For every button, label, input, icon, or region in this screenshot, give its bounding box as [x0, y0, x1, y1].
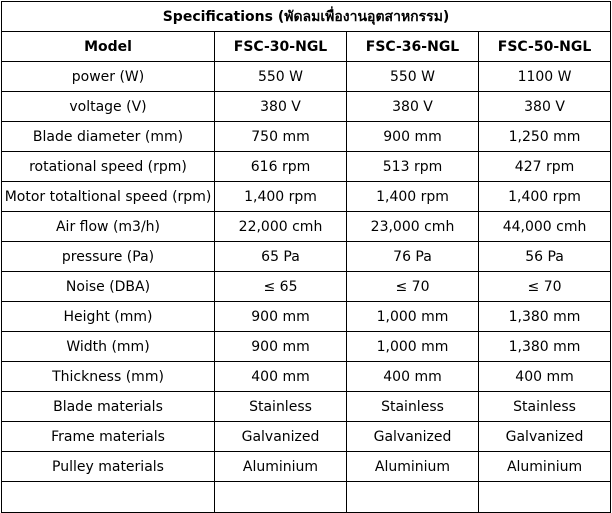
cell-model-1: 750 mm: [214, 121, 347, 152]
cell-model-3: 44,000 cmh: [477, 211, 612, 242]
cell-model-1: Galvanized: [214, 421, 347, 452]
empty-row: [1, 481, 612, 513]
cell-model-2: 76 Pa: [346, 241, 479, 272]
table-row: power (W) 550 W 550 W 1100 W: [1, 61, 612, 92]
cell-model-1: 550 W: [214, 61, 347, 92]
table-row: Height (mm) 900 mm 1,000 mm 1,380 mm: [1, 301, 612, 332]
cell-model-2: Aluminium: [346, 451, 479, 482]
row-label: Noise (DBA): [1, 271, 215, 302]
row-label: Frame materials: [1, 421, 215, 452]
cell-model-3: 427 rpm: [477, 151, 612, 182]
row-label: Width (mm): [1, 331, 215, 362]
table-row: Air flow (m3/h) 22,000 cmh 23,000 cmh 44,00…: [1, 211, 612, 242]
cell-model-2: 380 V: [346, 91, 479, 122]
table-row: Blade materials Stainless Stainless Stainle…: [1, 391, 612, 422]
cell-model-3: Galvanized: [477, 421, 612, 452]
title-row: Specifications (พัดลมเพื่องานอุตสาหกรรม): [0, 1, 612, 32]
row-label: Air flow (m3/h): [1, 211, 215, 242]
row-label: Motor totaltional speed (rpm): [1, 181, 215, 212]
header-model-2: FSC-36-NGL: [346, 31, 479, 62]
row-label: Pulley materials: [1, 451, 215, 482]
cell-model-3: 1,380 mm: [477, 301, 612, 332]
cell-model-2: 1,000 mm: [346, 301, 479, 332]
cell-model-3: Aluminium: [477, 451, 612, 482]
cell-model-1: 380 V: [214, 91, 347, 122]
header-model-3: FSC-50-NGL: [477, 31, 612, 62]
cell-model-2: 1,400 rpm: [346, 181, 479, 212]
table-row: Thickness (mm) 400 mm 400 mm 400 mm: [1, 361, 612, 392]
table-row: Motor totaltional speed (rpm) 1,400 rpm 1,…: [1, 181, 612, 212]
cell-model-1: 22,000 cmh: [214, 211, 347, 242]
empty-cell: [1, 481, 215, 513]
cell-model-3: 1,400 rpm: [477, 181, 612, 212]
cell-model-2: Galvanized: [346, 421, 479, 452]
header-row: Model FSC-30-NGL FSC-36-NGL FSC-50-NGL: [1, 31, 612, 62]
row-label: power (W): [1, 61, 215, 92]
cell-model-1: 400 mm: [214, 361, 347, 392]
table-row: Blade diameter (mm) 750 mm 900 mm 1,250 mm: [1, 121, 612, 152]
cell-model-3: 400 mm: [477, 361, 612, 392]
cell-model-2: 1,000 mm: [346, 331, 479, 362]
cell-model-2: 550 W: [346, 61, 479, 92]
cell-model-1: 900 mm: [214, 331, 347, 362]
cell-model-2: 400 mm: [346, 361, 479, 392]
table-title: Specifications (พัดลมเพื่องานอุตสาหกรรม): [0, 1, 612, 32]
row-label: pressure (Pa): [1, 241, 215, 272]
cell-model-3: 380 V: [477, 91, 612, 122]
cell-model-2: 900 mm: [346, 121, 479, 152]
table-row: Noise (DBA) ≤ 65 ≤ 70 ≤ 70: [1, 271, 612, 302]
cell-model-1: 1,400 rpm: [214, 181, 347, 212]
empty-cell: [214, 481, 347, 513]
cell-model-3: Stainless: [477, 391, 612, 422]
cell-model-3: 1100 W: [477, 61, 612, 92]
cell-model-1: 65 Pa: [214, 241, 347, 272]
cell-model-3: 56 Pa: [477, 241, 612, 272]
table-row: voltage (V) 380 V 380 V 380 V: [1, 91, 612, 122]
cell-model-3: 1,250 mm: [477, 121, 612, 152]
cell-model-2: ≤ 70: [346, 271, 479, 302]
cell-model-1: Stainless: [214, 391, 347, 422]
cell-model-3: 1,380 mm: [477, 331, 612, 362]
header-model-1: FSC-30-NGL: [214, 31, 347, 62]
table-row: rotational speed (rpm) 616 rpm 513 rpm 427 …: [1, 151, 612, 182]
table-row: Frame materials Galvanized Galvanized Galva…: [1, 421, 612, 452]
table-row: pressure (Pa) 65 Pa 76 Pa 56 Pa: [1, 241, 612, 272]
cell-model-1: 900 mm: [214, 301, 347, 332]
row-label: Height (mm): [1, 301, 215, 332]
row-label: Thickness (mm): [1, 361, 215, 392]
cell-model-2: Stainless: [346, 391, 479, 422]
row-label: voltage (V): [1, 91, 215, 122]
cell-model-1: Aluminium: [214, 451, 347, 482]
cell-model-1: 616 rpm: [214, 151, 347, 182]
row-label: Blade materials: [1, 391, 215, 422]
cell-model-3: ≤ 70: [477, 271, 612, 302]
table-row: Width (mm) 900 mm 1,000 mm 1,380 mm: [1, 331, 612, 362]
cell-model-1: ≤ 65: [214, 271, 347, 302]
cell-model-2: 513 rpm: [346, 151, 479, 182]
header-model-label: Model: [1, 31, 215, 62]
table-row: Pulley materials Aluminium Aluminium Alumin…: [1, 451, 612, 482]
row-label: Blade diameter (mm): [1, 121, 215, 152]
cell-model-2: 23,000 cmh: [346, 211, 479, 242]
empty-cell: [477, 481, 612, 513]
empty-cell: [346, 481, 479, 513]
row-label: rotational speed (rpm): [1, 151, 215, 182]
